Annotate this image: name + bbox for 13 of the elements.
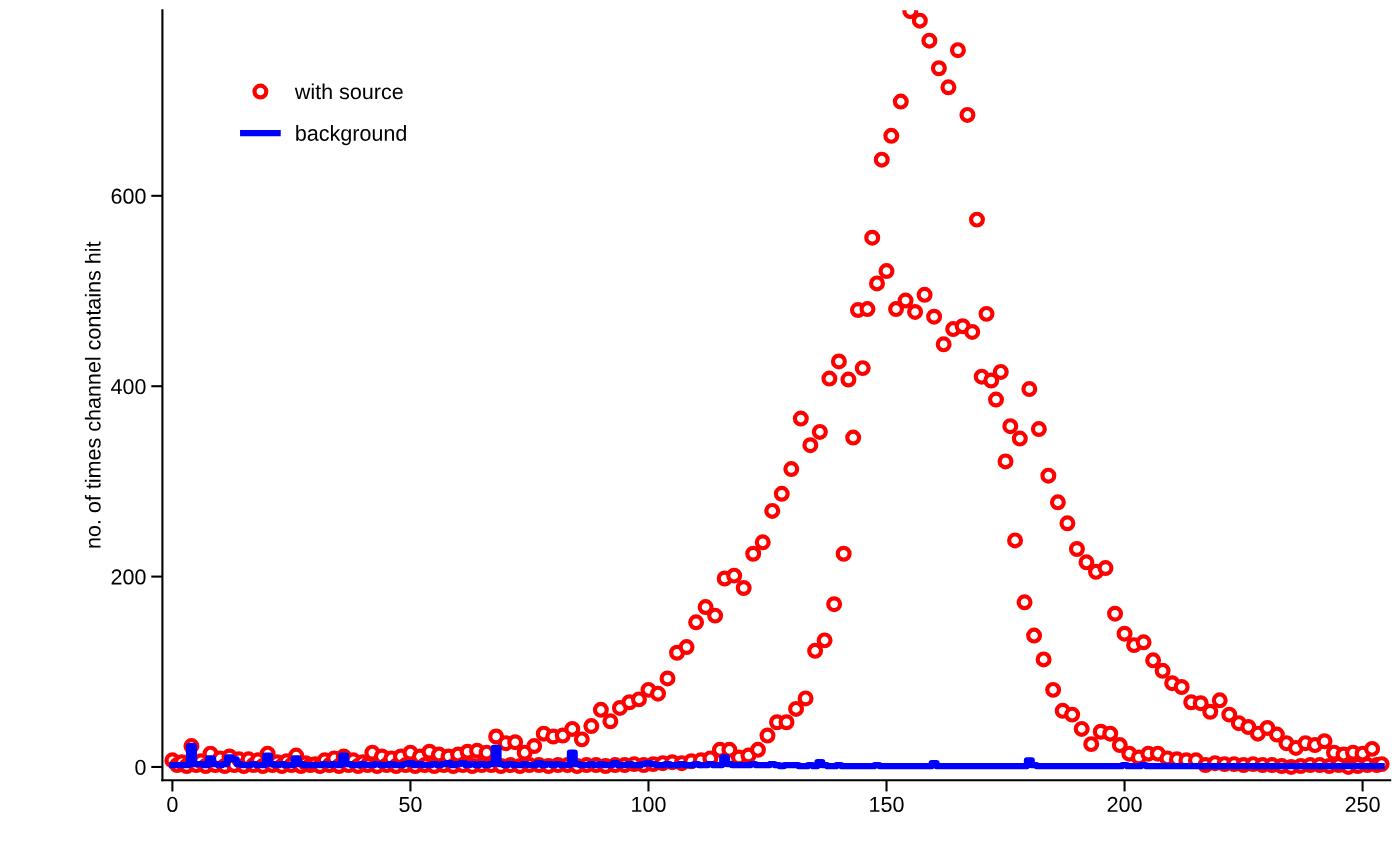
x-tick-label: 200 [1107, 796, 1142, 813]
y-axis-title: no. of times channel contains hit [84, 241, 101, 548]
y-tick-label: 0 [135, 759, 146, 775]
y-tick-label: 400 [111, 378, 146, 395]
legend-label: background [296, 125, 406, 146]
legend-label: with source [294, 83, 403, 100]
y-tick-label: 600 [111, 188, 146, 204]
y-tick-label: 200 [111, 569, 146, 585]
x-tick-label: 150 [870, 796, 904, 813]
x-tick-label: 250 [1345, 796, 1380, 813]
x-tick-label: 50 [399, 796, 422, 813]
x-tick-label: 0 [167, 796, 178, 813]
x-tick-label: 100 [632, 796, 666, 813]
